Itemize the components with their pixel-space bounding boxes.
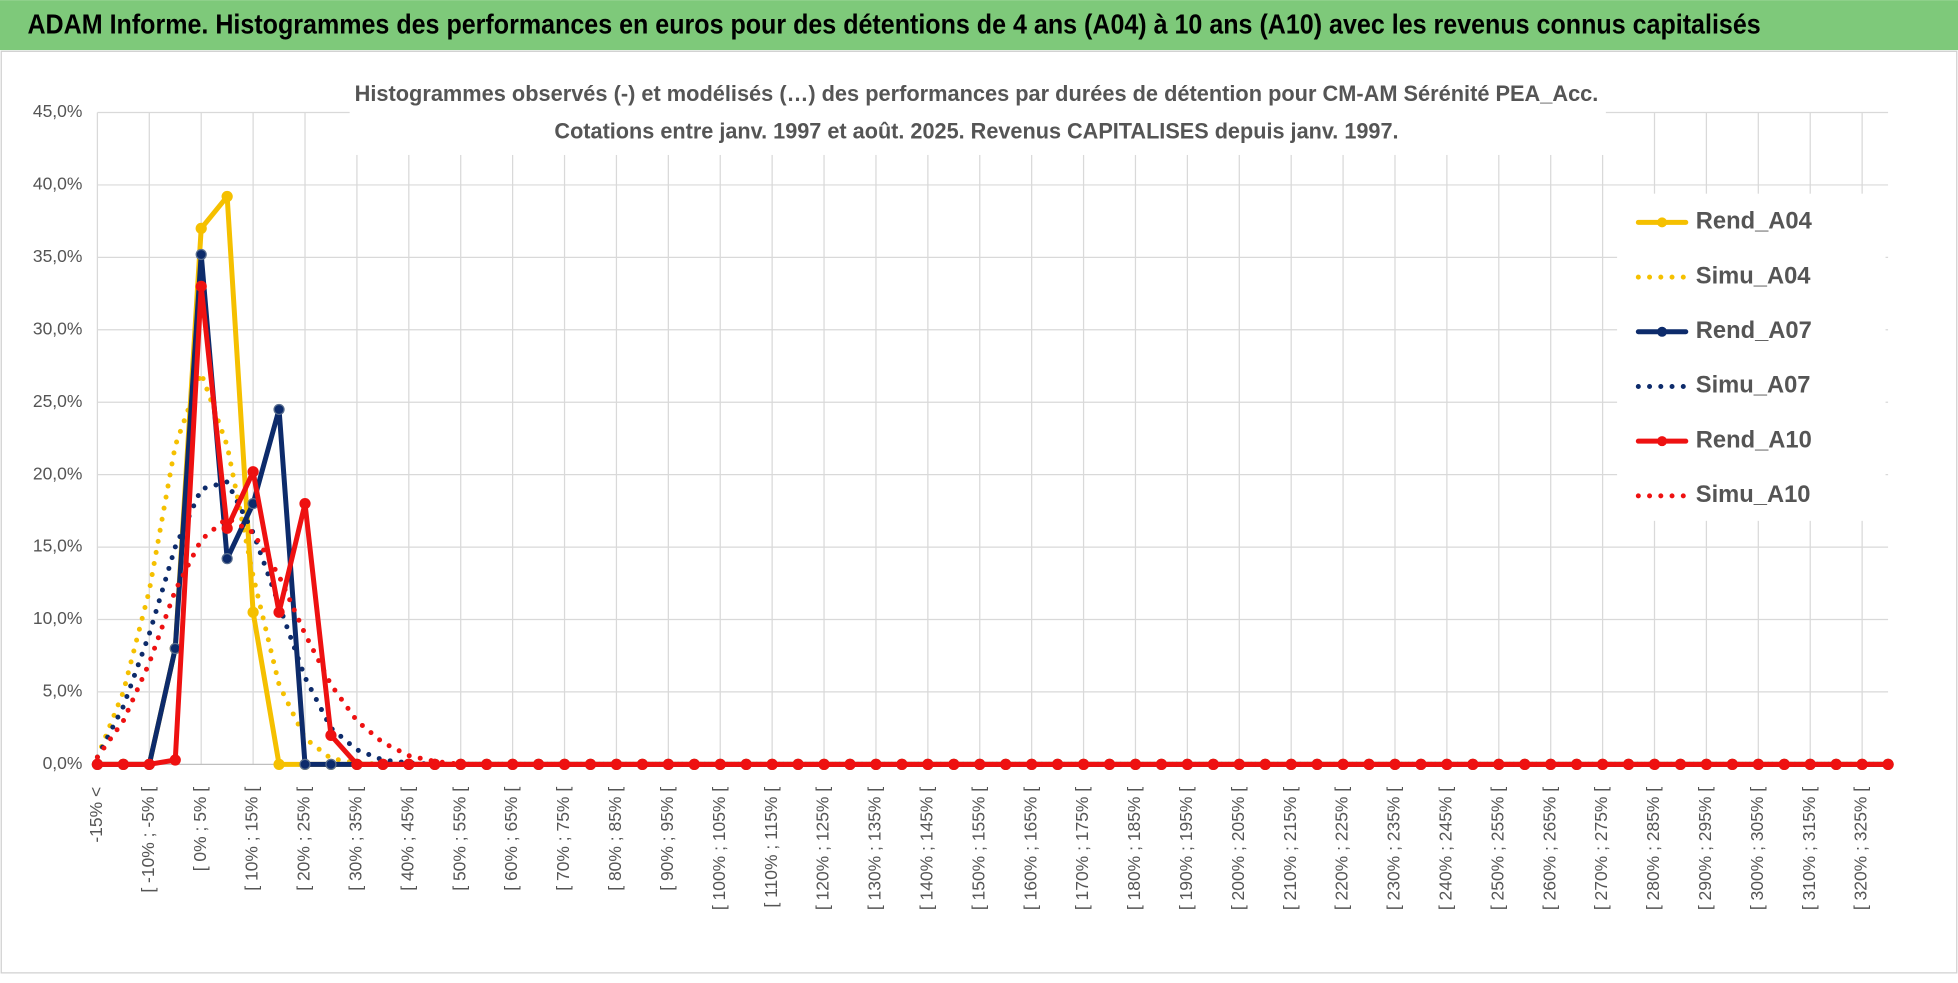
x-tick-label: [ 300% ; 305% [ xyxy=(1747,787,1767,910)
marker xyxy=(247,606,259,618)
legend-marker xyxy=(1657,217,1668,228)
marker xyxy=(195,222,207,235)
x-tick-label: [ 220% ; 225% [ xyxy=(1332,787,1352,910)
marker xyxy=(273,606,285,618)
chart-title: Histogrammes observés (-) et modélisés (… xyxy=(355,81,1599,106)
x-tick-label: [ 170% ; 175% [ xyxy=(1072,787,1092,910)
x-tick-label: [ 290% ; 295% [ xyxy=(1695,787,1715,910)
x-tick-label: [ 110% ; 115% [ xyxy=(761,787,781,908)
x-tick-label: [ 280% ; 285% [ xyxy=(1643,787,1663,910)
legend-marker xyxy=(1657,326,1668,337)
x-tick-label: [ 150% ; 155% [ xyxy=(968,787,988,910)
plot: -15% < [ -10% ; -5% [ [ 0% ; 5% [ [ 10% ; 1… xyxy=(33,101,1894,910)
marker xyxy=(221,522,233,534)
marker xyxy=(143,758,155,770)
legend-label: Simu_A04 xyxy=(1696,263,1811,289)
x-tick-label: [ 160% ; 165% [ xyxy=(1020,787,1040,910)
marker xyxy=(325,729,337,741)
legend-label: Rend_A04 xyxy=(1696,209,1813,235)
x-tick-label: [ 250% ; 255% [ xyxy=(1487,787,1507,910)
x-tick-label: [ 60% ; 65% [ xyxy=(501,787,521,891)
y-tick-label: 30,0% xyxy=(33,318,83,338)
x-tick-label: [ 230% ; 235% [ xyxy=(1384,787,1404,910)
y-tick-label: 15,0% xyxy=(33,536,83,556)
marker xyxy=(117,758,129,770)
x-tick-label: [ 240% ; 245% [ xyxy=(1436,787,1456,910)
legend-label: Simu_A10 xyxy=(1696,482,1811,508)
marker xyxy=(221,190,233,203)
y-tick-label: 20,0% xyxy=(33,463,83,483)
marker xyxy=(195,248,207,261)
x-tick-label: [ -10% ; -5% [ xyxy=(138,787,158,893)
x-tick-label: [ 100% ; 105% [ xyxy=(709,787,729,910)
x-tick-label: [ 140% ; 145% [ xyxy=(916,787,936,910)
x-tick-label: [ 90% ; 95% [ xyxy=(657,787,677,891)
marker xyxy=(195,280,207,292)
x-tick-label: [ 180% ; 185% [ xyxy=(1124,787,1144,910)
header-bar xyxy=(0,0,1958,51)
y-tick-label: 40,0% xyxy=(33,174,83,194)
x-tick-label: [ 270% ; 275% [ xyxy=(1591,787,1611,910)
y-tick-label: 5,0% xyxy=(43,681,83,701)
x-tick-label: [ 320% ; 325% [ xyxy=(1851,787,1871,910)
legend: Rend_A04 Simu_A04 Rend_A07 Simu_A07 Rend_A10… xyxy=(1617,193,1886,521)
y-tick-label: 45,0% xyxy=(33,101,83,121)
x-tick-label: [ 210% ; 215% [ xyxy=(1280,787,1300,910)
marker xyxy=(169,754,181,766)
marker xyxy=(377,758,389,770)
marker xyxy=(247,466,259,478)
y-tick-label: 25,0% xyxy=(33,391,83,411)
marker xyxy=(221,553,233,565)
y-tick-label: 10,0% xyxy=(33,608,83,628)
y-tick-label: 35,0% xyxy=(33,246,83,266)
chart-subtitle: Cotations entre janv. 1997 et août. 2025… xyxy=(554,118,1398,143)
y-tick-label: 0,0% xyxy=(43,753,83,773)
x-tick-label: [ 20% ; 25% [ xyxy=(294,787,314,891)
title-background xyxy=(349,77,1606,155)
x-tick-label: [ 0% ; 5% [ xyxy=(190,787,210,872)
marker xyxy=(325,758,337,770)
marker xyxy=(273,758,285,770)
marker xyxy=(1882,758,1894,770)
marker xyxy=(91,758,104,770)
legend-marker xyxy=(1657,436,1668,447)
marker xyxy=(299,497,311,510)
x-tick-label: [ 40% ; 45% [ xyxy=(397,787,417,891)
legend-label: Rend_A07 xyxy=(1696,318,1812,344)
marker xyxy=(273,403,285,416)
x-tick-label: [ 190% ; 195% [ xyxy=(1176,787,1196,910)
x-tick-label: [ 310% ; 315% [ xyxy=(1799,787,1819,910)
x-tick-label: [ 200% ; 205% [ xyxy=(1228,787,1248,910)
x-tick-label: [ 70% ; 75% [ xyxy=(553,787,573,891)
x-tick-label: [ 80% ; 85% [ xyxy=(605,787,625,891)
x-tick-label: [ 120% ; 125% [ xyxy=(813,787,833,910)
marker xyxy=(403,758,415,770)
legend-label: Rend_A10 xyxy=(1696,427,1812,453)
x-tick-label: -15% < xyxy=(86,787,106,843)
x-tick-label: [ 260% ; 265% [ xyxy=(1539,787,1559,910)
x-tick-label: [ 130% ; 135% [ xyxy=(865,787,885,910)
simulated-line xyxy=(94,515,1891,767)
x-tick-label: [ 50% ; 55% [ xyxy=(449,787,469,891)
marker xyxy=(351,758,363,770)
marker xyxy=(299,758,311,770)
legend-background xyxy=(1617,193,1886,521)
x-tick-label: [ 30% ; 35% [ xyxy=(346,787,366,891)
legend-label: Simu_A07 xyxy=(1696,373,1811,399)
x-tick-label: [ 10% ; 15% [ xyxy=(242,787,262,891)
header-title: ADAM Informe. Histogrammes des performan… xyxy=(27,9,1760,40)
